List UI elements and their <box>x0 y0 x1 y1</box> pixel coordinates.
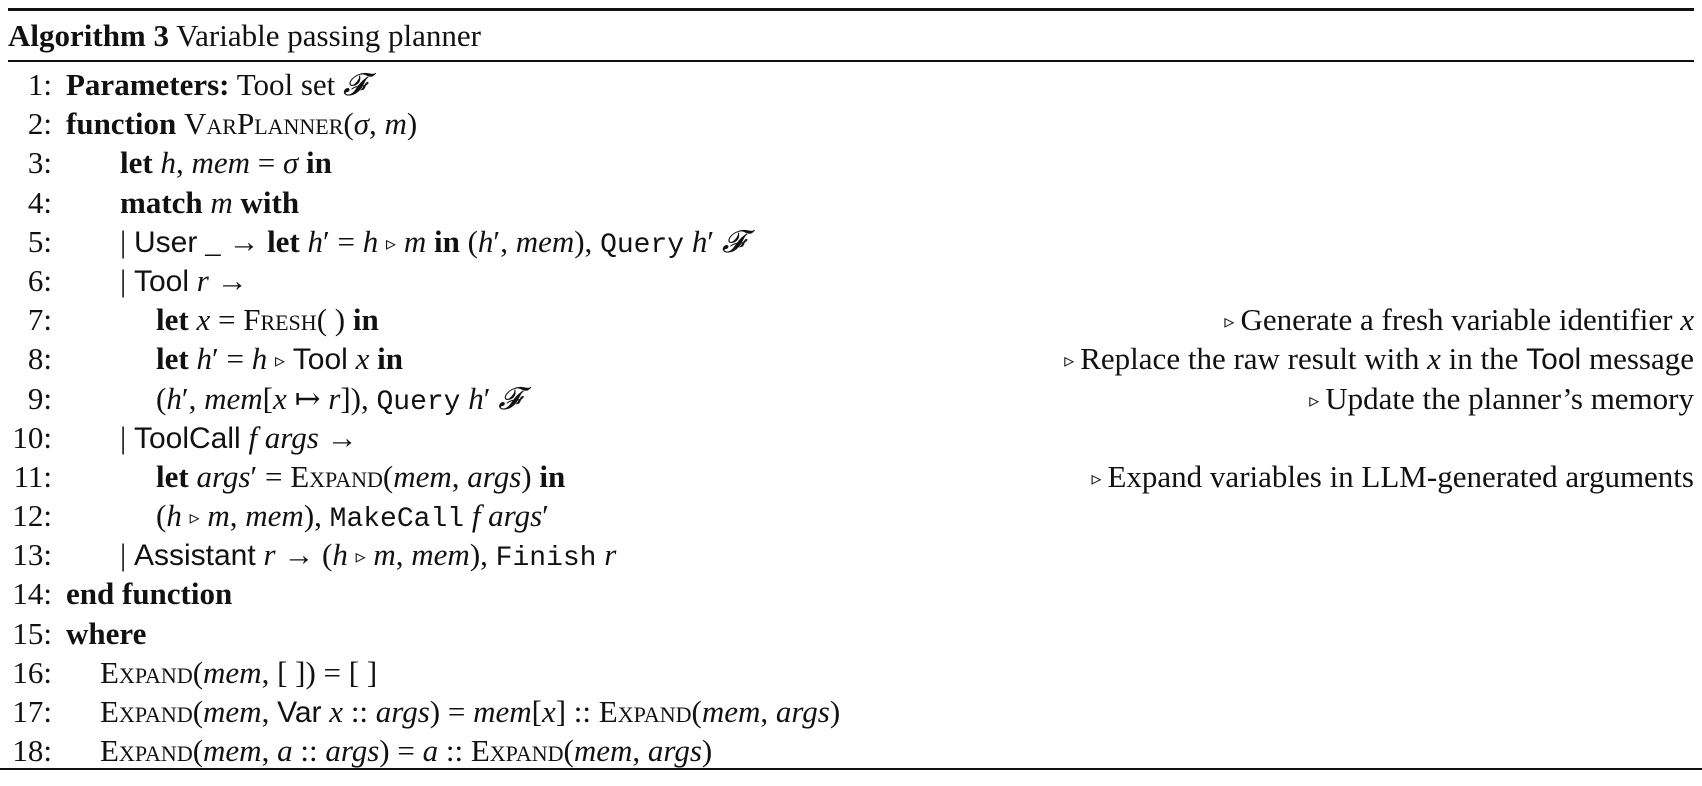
line-comment: ▹ Update the planner’s memory <box>1309 380 1694 416</box>
algorithm-line: 11: let args′ = Expand(mem, args) in ▹ Expa… <box>8 457 1694 496</box>
line-number: 2: <box>27 106 52 142</box>
algorithm-line: 18: Expand(mem, a :: args) = a :: Expand(… <box>8 731 1694 770</box>
algorithm-line: 2: function VarPlanner(σ, m) <box>8 104 1694 143</box>
line-number: 11: <box>13 458 52 494</box>
algorithm-line: 12: (h ▹ m, mem), MakeCall f args′ <box>8 496 1694 535</box>
algorithm-caption: Algorithm 3 Variable passing planner <box>8 11 1694 60</box>
line-code: end function <box>66 576 233 612</box>
algorithm-line: 14: end function <box>8 574 1694 613</box>
line-number: 15: <box>12 615 52 651</box>
algorithm-line: 5: | User _ → let h′ = h ▹ m in (h′, mem)… <box>8 222 1694 261</box>
comment-triangle-icon: ▹ <box>1064 350 1075 373</box>
line-code: | Assistant r → (h ▹ m, mem), Finish r <box>120 537 617 575</box>
line-code: Expand(mem, Var x :: args) = mem[x] :: E… <box>100 694 841 729</box>
line-code: Expand(mem, [ ]) = [ ] <box>100 654 378 690</box>
algorithm-label: Algorithm 3 <box>8 18 170 53</box>
line-code: function VarPlanner(σ, m) <box>66 106 418 142</box>
top-rule <box>8 8 1694 11</box>
line-number: 1: <box>27 67 52 102</box>
algorithm-line: 7: let x = Fresh( ) in ▹ Generate a fresh v… <box>8 300 1694 339</box>
line-code: let h′ = h ▹ Tool x in <box>156 341 403 377</box>
algorithm-line: 4: match m with <box>8 183 1694 222</box>
line-code: let args′ = Expand(mem, args) in <box>156 458 566 494</box>
line-code: | User _ → let h′ = h ▹ m in (h′, mem), … <box>120 223 745 261</box>
algorithm-line: 6: | Tool r → <box>8 261 1694 300</box>
caption-rule <box>8 60 1694 62</box>
line-code: let h, mem = σ in <box>120 145 332 181</box>
comment-triangle-icon: ▹ <box>1224 311 1235 334</box>
algorithm-line: 1: Parameters: Tool set 𝓕 <box>8 65 1694 104</box>
algorithm-line: 10: | ToolCall f args → <box>8 418 1694 457</box>
line-number: 7: <box>27 302 52 338</box>
line-number: 4: <box>27 184 52 220</box>
line-number: 5: <box>27 223 52 259</box>
comment-triangle-icon: ▹ <box>1091 467 1102 490</box>
algorithm-line: 15: where <box>8 614 1694 653</box>
comment-triangle-icon: ▹ <box>1309 389 1320 412</box>
algorithm-line: 3: let h, mem = σ in <box>8 143 1694 182</box>
line-code: match m with <box>120 184 300 220</box>
line-number: 12: <box>12 498 52 534</box>
algorithm-line: 8: let h′ = h ▹ Tool x in ▹ Replace the raw… <box>8 339 1694 378</box>
line-comment: ▹ Expand variables in LLM-generated argum… <box>1091 458 1694 494</box>
line-number: 13: <box>12 537 52 573</box>
line-code: | ToolCall f args → <box>120 419 358 455</box>
line-number: 17: <box>12 694 52 729</box>
bottom-rule <box>0 768 1702 770</box>
line-number: 3: <box>27 145 52 181</box>
line-code: (h ▹ m, mem), MakeCall f args′ <box>156 498 549 536</box>
line-code: where <box>66 615 147 651</box>
line-number: 6: <box>27 262 52 298</box>
algorithm-block: Algorithm 3 Variable passing planner 1: P… <box>8 8 1694 770</box>
algorithm-title: Variable passing planner <box>176 18 481 53</box>
line-number: 18: <box>12 733 52 769</box>
algorithm-line: 16: Expand(mem, [ ]) = [ ] <box>8 653 1694 692</box>
line-code: Expand(mem, a :: args) = a :: Expand(mem… <box>100 733 713 769</box>
line-number: 14: <box>12 576 52 612</box>
algorithm-line: 17: Expand(mem, Var x :: args) = mem[x] :… <box>8 692 1694 731</box>
line-number: 10: <box>12 419 52 455</box>
line-code: Parameters: Tool set 𝓕 <box>66 67 366 102</box>
line-code: (h′, mem[x ↦ r]), Query h′ 𝓕 <box>156 380 522 418</box>
algorithm-line: 9: (h′, mem[x ↦ r]), Query h′ 𝓕 ▹ Update th… <box>8 379 1694 418</box>
line-comment: ▹ Replace the raw result with x in the To… <box>1064 341 1694 377</box>
line-code: | Tool r → <box>120 262 248 298</box>
line-number: 16: <box>12 654 52 690</box>
line-comment: ▹ Generate a fresh variable identifier x <box>1224 302 1694 338</box>
algorithm-lines: 1: Parameters: Tool set 𝓕 2: function VarPl… <box>8 62 1694 770</box>
algorithm-line: 13: | Assistant r → (h ▹ m, mem), Finish … <box>8 535 1694 574</box>
line-number: 9: <box>27 380 52 416</box>
line-number: 8: <box>27 341 52 377</box>
line-code: let x = Fresh( ) in <box>156 302 379 338</box>
